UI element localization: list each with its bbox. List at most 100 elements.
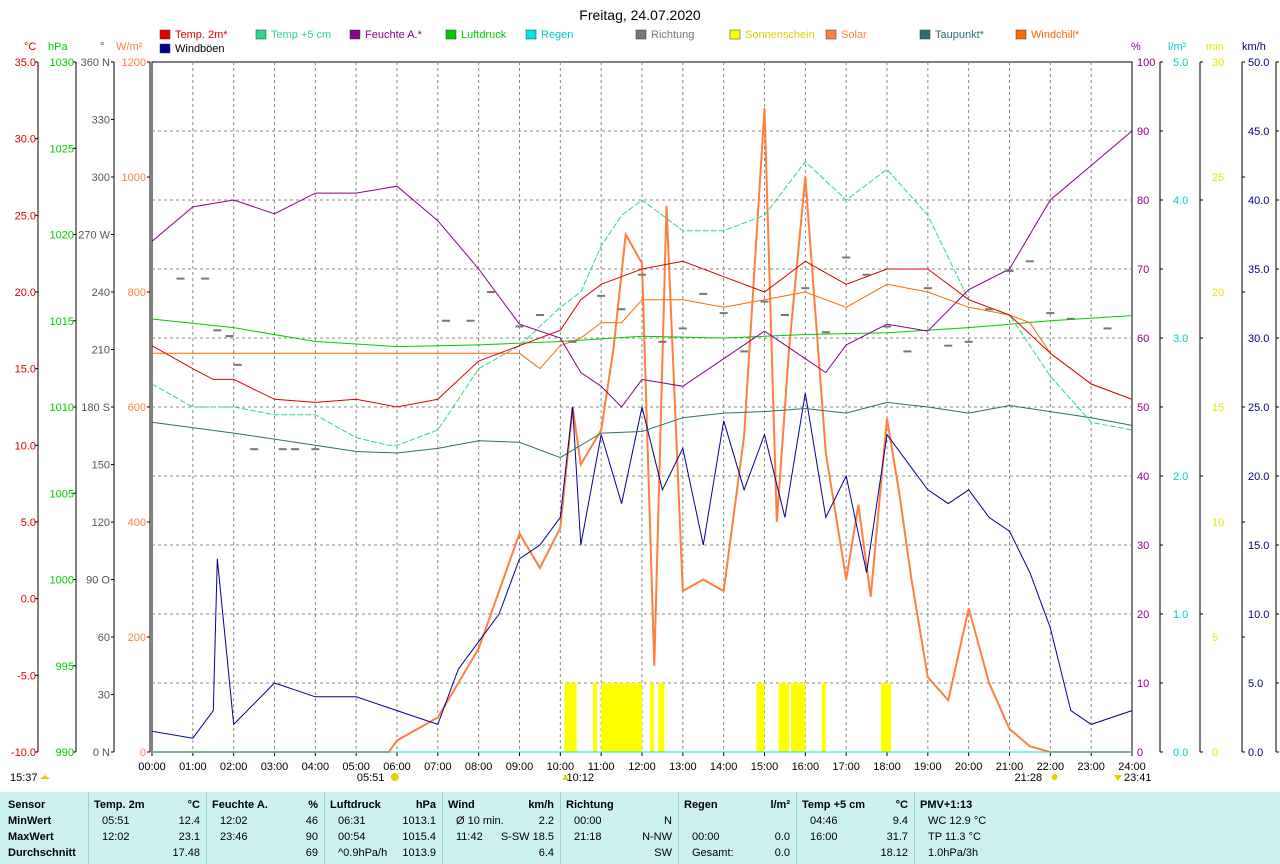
table-value: 0.0 (774, 847, 790, 859)
rain-axis-tick-label: 4.0 (1173, 195, 1188, 207)
direction-point (278, 448, 287, 451)
temp-axis-tick-label: 35.0 (15, 57, 36, 69)
sunshine-bar (601, 683, 642, 752)
legend-entry: Temp +5 cm (271, 29, 331, 41)
direction-point (1046, 312, 1055, 315)
sunset-icon (1051, 774, 1058, 780)
pressure-axis-tick-label: 1025 (50, 143, 74, 155)
direction-point (466, 319, 475, 322)
direction-point (760, 300, 769, 303)
solar-axis-tick-label: 0 (140, 747, 146, 759)
x-tick-label: 12:00 (628, 761, 656, 773)
legend-entry: Solar (841, 29, 867, 41)
table-time: 12:02 (102, 831, 130, 843)
wind-axis-tick-label: 20.0 (1248, 471, 1269, 483)
table-time: 05:51 (102, 815, 130, 827)
x-tick-label: 23:00 (1077, 761, 1105, 773)
pressure-unit-label: hPa (48, 41, 68, 53)
legend-entry: Sonnenschein (745, 29, 815, 41)
series-line-taupunkt- (151, 401, 1133, 459)
direction-point (1025, 260, 1034, 263)
wind-axis-tick-label: 35.0 (1248, 264, 1269, 276)
table-unit: hPa (415, 799, 436, 811)
noon-icon (562, 774, 569, 780)
table-unit: °C (895, 799, 908, 811)
x-tick-label: 18:00 (873, 761, 901, 773)
legend-entry: Temp. 2m* (175, 29, 228, 41)
legend-swatch (635, 29, 647, 40)
legend-entry: Taupunkt* (935, 29, 985, 41)
x-tick-label: 11:00 (588, 761, 615, 773)
direction-point (290, 448, 299, 451)
table-divider (796, 792, 797, 864)
wind-axis-tick-label: 40.0 (1248, 195, 1269, 207)
table-value: S-SW 18.5 (500, 831, 554, 843)
table-row-label: Durchschnitt (8, 847, 76, 859)
table-header: Luftdruck (330, 799, 381, 811)
rain-axis-tick-label: 3.0 (1173, 333, 1188, 345)
solar-axis-tick-label: 800 (128, 287, 146, 299)
x-tick-label: 15:00 (751, 761, 779, 773)
table-unit: km/h (528, 799, 554, 811)
legend-swatch (159, 43, 171, 54)
x-tick-label: 04:00 (302, 761, 330, 773)
chart-title: Freitag, 24.07.2020 (579, 7, 701, 23)
solar-axis-tick-label: 400 (128, 517, 146, 529)
x-tick-label: 19:00 (914, 761, 942, 773)
direction-point (699, 292, 708, 295)
legend-entry: Luftdruck (461, 29, 507, 41)
direction-axis-tick-label: 0 N (93, 747, 110, 759)
sunshine-axis-tick-label: 5 (1212, 632, 1218, 644)
temp-axis-tick-label: 10.0 (15, 440, 36, 452)
x-tick-label: 02:00 (220, 761, 248, 773)
wind-axis-tick-label: 45.0 (1248, 126, 1269, 138)
direction-point (658, 340, 667, 343)
legend-swatch (1015, 29, 1027, 40)
table-time: 00:54 (338, 831, 366, 843)
table-row-label: MaxWert (8, 831, 54, 843)
table-value: 90 (305, 831, 318, 843)
direction-axis-tick-label: 150 (92, 460, 110, 472)
moonrise-icon (1114, 775, 1122, 781)
pressure-axis-tick-label: 990 (56, 747, 74, 759)
sunshine-bar (593, 683, 598, 752)
sunshine-bar (564, 683, 577, 752)
pressure-axis-tick-label: 1010 (50, 402, 74, 414)
sunshine-axis-tick-label: 25 (1212, 172, 1224, 184)
table-divider (678, 792, 679, 864)
x-tick-label: 13:00 (669, 761, 697, 773)
direction-point (597, 294, 606, 297)
x-tick-label: 17:00 (832, 761, 860, 773)
direction-point (1066, 317, 1075, 320)
x-tick-label: 07:00 (424, 761, 452, 773)
direction-point (883, 325, 891, 328)
pressure-axis-tick-label: 1000 (50, 575, 74, 587)
table-time: 00:00 (692, 831, 720, 843)
table-time: 11:42 (456, 831, 483, 843)
x-tick-label: 24:00 (1118, 761, 1146, 773)
sunshine-bar (880, 683, 892, 752)
direction-point (213, 329, 222, 332)
wind-axis-tick-label: 25.0 (1248, 402, 1269, 414)
direction-point (740, 350, 749, 353)
solar-axis-tick-label: 1200 (122, 57, 146, 69)
table-time: 04:46 (810, 815, 838, 827)
series-line-windchill- (152, 283, 1133, 400)
x-tick-label: 03:00 (261, 761, 289, 773)
table-time: 00:00 (574, 815, 602, 827)
table-divider (560, 792, 561, 864)
table-value: N-NW (642, 831, 672, 843)
legend: Temp. 2m* Temp +5 cm Feuchte A.* Luftdruck R… (159, 29, 1080, 55)
pressure-axis-tick-label: 995 (56, 661, 74, 673)
moon-icon (40, 775, 50, 779)
direction-axis-tick-label: 210 (92, 345, 110, 357)
temp-axis-tick-label: 0.0 (21, 594, 36, 606)
direction-axis-tick-label: 240 (92, 287, 110, 299)
humidity-axis-tick-label: 0 (1137, 747, 1143, 759)
rain-axis-tick-label: 5.0 (1173, 57, 1188, 69)
direction-point (311, 448, 320, 451)
temp-axis-tick-label: -10.0 (11, 747, 36, 759)
table-value: 0.0 (774, 831, 790, 843)
sunshine-bar (778, 683, 789, 752)
table-header: Richtung (566, 799, 614, 811)
